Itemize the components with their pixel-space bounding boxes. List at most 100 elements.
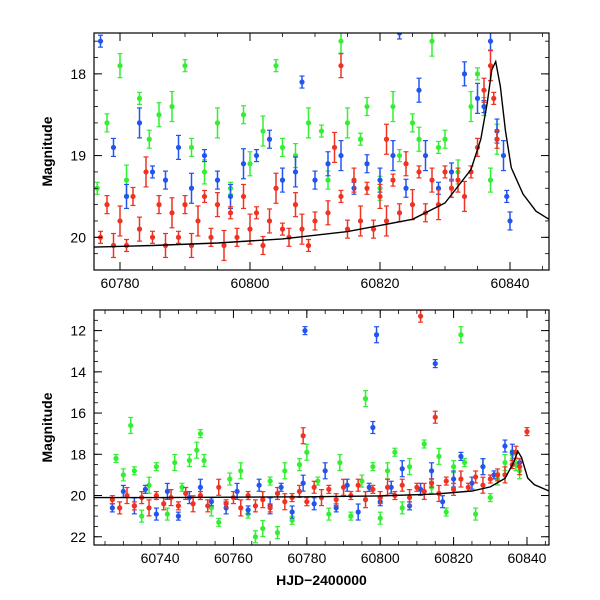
data-point [370, 484, 376, 494]
data-point [439, 495, 446, 509]
data-point [205, 499, 211, 513]
data-point [333, 493, 339, 507]
data-point [421, 482, 427, 501]
data-point [304, 497, 310, 507]
data-point [266, 208, 273, 234]
data-point [238, 499, 244, 517]
data-point [164, 507, 170, 521]
data-point [304, 443, 310, 461]
data-point [252, 499, 259, 513]
x-tick-label: 60800 [231, 275, 270, 291]
data-point [139, 509, 145, 523]
data-point [322, 462, 328, 480]
data-point [214, 192, 221, 218]
x-tick-label: 60820 [434, 550, 473, 566]
data-point [110, 232, 117, 259]
data-point [123, 183, 130, 210]
data-point [416, 165, 422, 179]
data-point [399, 460, 405, 478]
data-point [491, 470, 497, 480]
data-point [326, 484, 332, 494]
data-point [351, 167, 357, 193]
x-axis-label: HJD−2400000 [276, 572, 367, 588]
data-point [428, 478, 435, 488]
y-tick-label: 22 [70, 529, 86, 545]
data-point [473, 470, 479, 484]
data-point [442, 129, 448, 149]
data-point [331, 131, 338, 164]
data-point [169, 197, 175, 229]
data-point [260, 115, 266, 147]
data-point [481, 77, 487, 103]
data-point [245, 490, 251, 501]
data-point [162, 170, 169, 190]
data-point [461, 61, 468, 87]
data-point [355, 478, 361, 492]
data-point [421, 439, 427, 449]
x-tick-label: 60840 [491, 275, 530, 291]
data-point [312, 211, 318, 231]
data-point [403, 151, 409, 177]
data-point [432, 410, 438, 424]
data-point [300, 474, 306, 492]
data-point [221, 229, 227, 262]
data-point [487, 167, 494, 193]
data-point [292, 156, 299, 188]
data-point [370, 420, 376, 435]
data-point [414, 482, 420, 492]
data-point [182, 195, 188, 215]
data-point [480, 458, 486, 476]
data-point [238, 462, 244, 480]
data-point [197, 490, 204, 501]
y-axis-label: Magnitude [39, 116, 55, 186]
data-point [429, 33, 435, 57]
data-point [149, 230, 156, 244]
data-point [131, 466, 137, 476]
data-point [458, 326, 464, 344]
data-point [357, 205, 364, 237]
data-point [282, 462, 288, 480]
data-point [260, 491, 266, 509]
data-point [340, 478, 347, 496]
data-point [416, 126, 422, 152]
model-curve [94, 449, 549, 499]
data-point [450, 482, 457, 496]
data-point [245, 505, 251, 515]
series-1 [97, 33, 513, 231]
data-point [396, 148, 403, 163]
data-point [110, 137, 117, 158]
data-point [487, 492, 493, 503]
data-point [318, 488, 325, 507]
data-point [201, 148, 208, 163]
y-tick-label: 16 [70, 405, 86, 421]
data-point [279, 167, 286, 193]
data-point [292, 192, 299, 218]
data-point [194, 441, 200, 459]
data-point [188, 137, 195, 158]
data-point [252, 530, 259, 544]
data-point [216, 478, 222, 496]
data-point [302, 326, 308, 336]
data-point [311, 480, 317, 494]
data-point [462, 457, 468, 468]
data-point [357, 132, 364, 146]
series-0 [94, 33, 500, 201]
data-point [273, 59, 279, 73]
data-point [104, 113, 110, 133]
data-point [279, 137, 286, 158]
data-point [338, 53, 344, 79]
x-tick-label: 60800 [361, 550, 400, 566]
data-point [136, 107, 143, 139]
data-point [109, 503, 115, 513]
data-point [227, 206, 234, 220]
plot-area [94, 310, 549, 544]
data-point [504, 189, 510, 204]
data-point [428, 462, 435, 480]
data-point [247, 151, 253, 177]
data-point [409, 189, 416, 221]
data-point [296, 484, 303, 499]
data-point [179, 482, 185, 492]
data-point [312, 170, 318, 190]
data-point [113, 453, 119, 464]
